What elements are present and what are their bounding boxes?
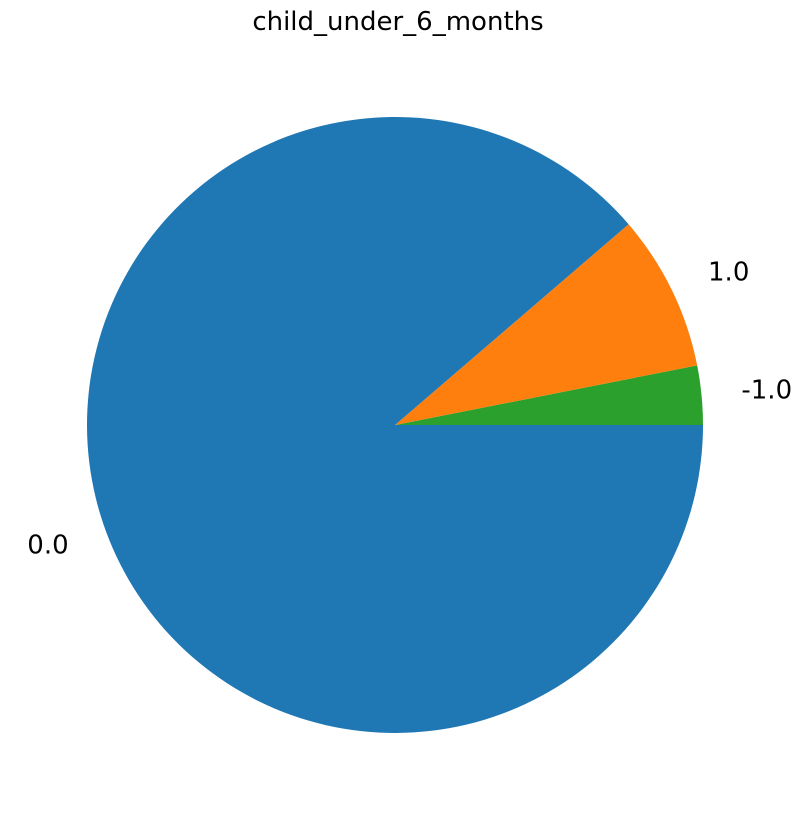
pie-slices bbox=[87, 116, 703, 733]
pie-slice-label: -1.0 bbox=[741, 376, 792, 406]
pie-slice-1.0 bbox=[395, 224, 698, 425]
pie-slice--1.0 bbox=[395, 365, 703, 425]
pie-slice-label: 1.0 bbox=[708, 257, 749, 287]
pie-slice-label: 0.0 bbox=[27, 530, 68, 560]
chart-title: child_under_6_months bbox=[252, 7, 544, 37]
pie-slice-0.0 bbox=[87, 116, 703, 733]
pie-labels: -1.0 1.0 0.0 bbox=[27, 257, 792, 560]
